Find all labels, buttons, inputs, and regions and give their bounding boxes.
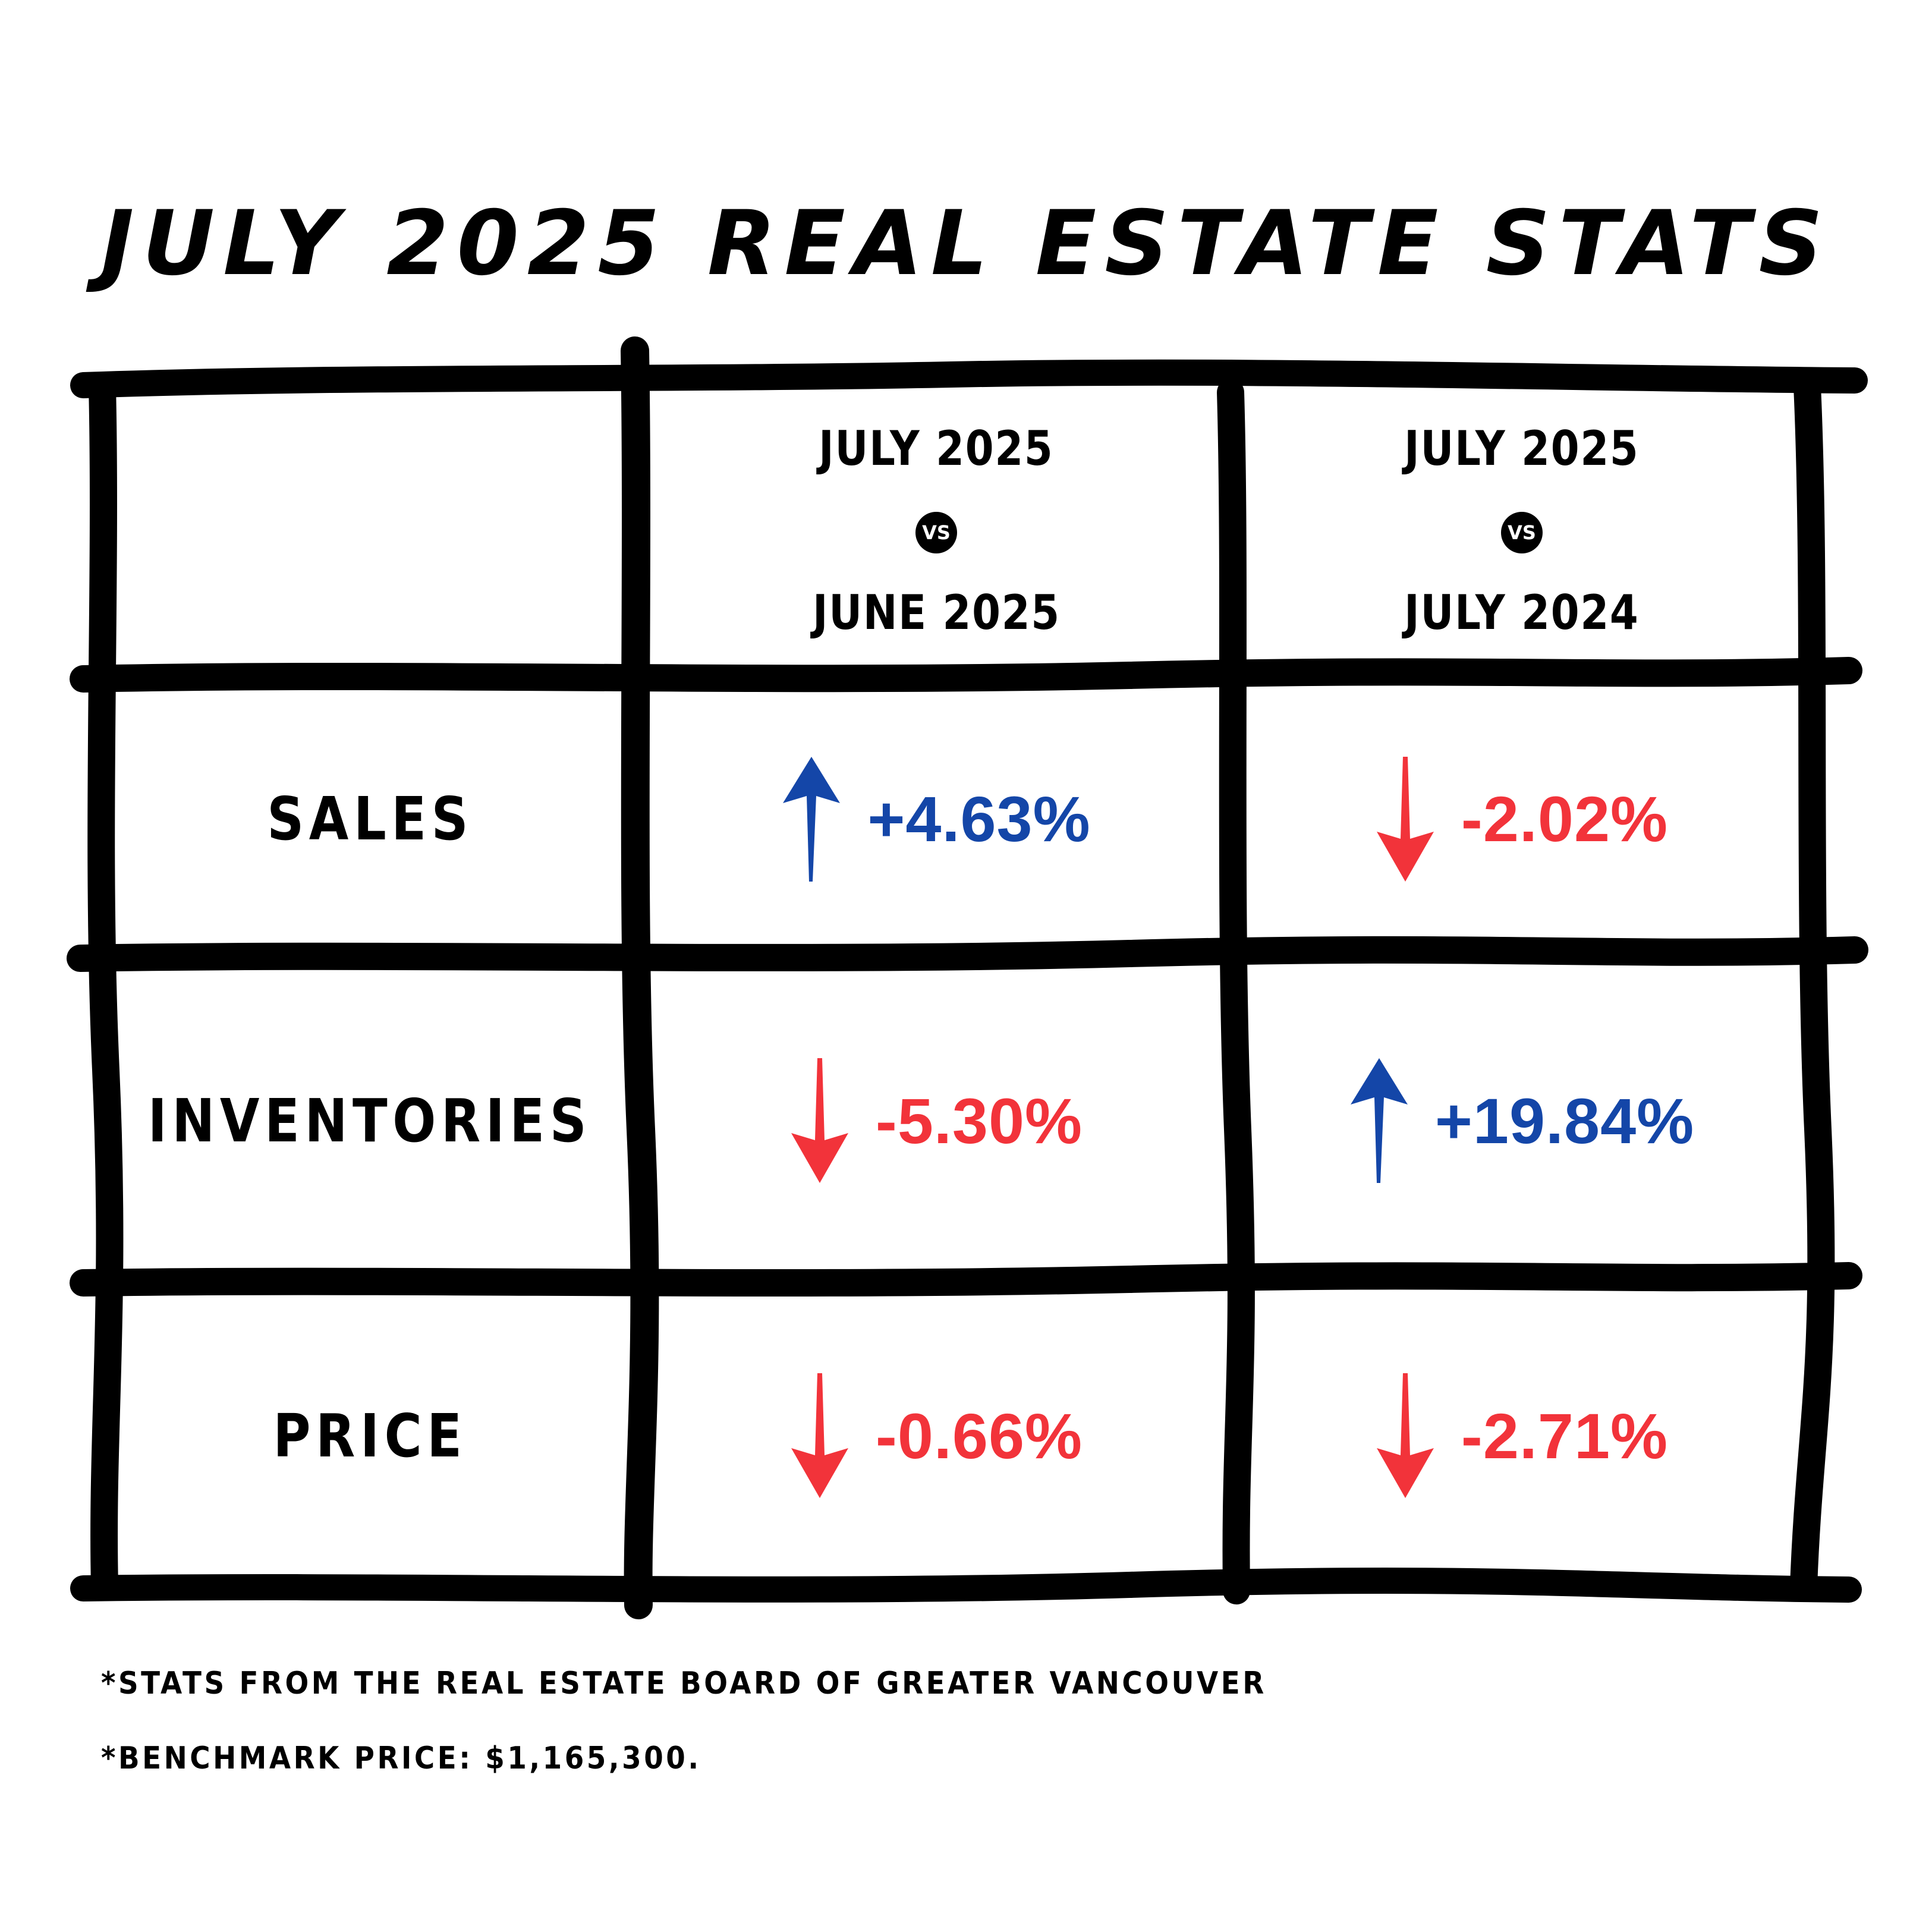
column-header-year-over-year: JULY 2025 VS JULY 2024 [1251,395,1792,666]
stat-cell-price-yoy: -2.71% [1251,1296,1792,1575]
vs-badge: VS [915,511,957,553]
arrow-up-shape [1350,1058,1408,1183]
stat-cell-sales-yoy: -2.02% [1251,693,1792,945]
stat-value: -2.71% [1461,1399,1669,1472]
stat-value: +19.84% [1434,1084,1695,1157]
row-label-cell-sales: SALES [119,693,621,945]
header-top-label: JULY 2025 [819,420,1054,476]
arrow-down-icon [1376,756,1434,882]
row-label-cell-price: PRICE [119,1296,621,1575]
arrow-down-shape [791,1373,848,1498]
grid-line-bottom [70,1568,1862,1603]
arrow-down-shape [1376,1373,1434,1498]
stat-value: +4.63% [867,783,1091,855]
footnote-source: *STATS FROM THE REAL ESTATE BOARD OF GRE… [101,1666,1267,1701]
grid-line-col-2 [1217,379,1255,1604]
stat-value: -0.66% [875,1399,1083,1472]
vs-badge: VS [1501,511,1543,553]
header-bottom-label: JUNE 2025 [812,584,1061,640]
arrow-down-icon [1376,1373,1434,1498]
stat-value-group: -5.30% [790,1058,1083,1183]
row-label-cell-inventories: INVENTORIES [119,972,621,1269]
stat-value-group: -2.71% [1376,1373,1668,1498]
stat-value: -5.30% [875,1084,1083,1157]
arrow-up-shape [783,756,841,882]
grid-line-sales-bottom [67,936,1868,972]
arrow-down-icon [791,1373,848,1498]
arrow-up-icon [783,756,841,882]
stat-value-group: -2.02% [1376,756,1669,882]
arrow-down-icon [791,1058,848,1183]
stat-cell-sales-mom: +4.63% [654,693,1219,945]
stat-value: -2.02% [1461,783,1669,855]
grid-line-col-1 [621,336,659,1619]
row-label: INVENTORIES [148,1085,592,1156]
stat-value-group: -0.66% [790,1373,1083,1498]
grid-line-left [87,373,124,1600]
stat-value-group: +4.63% [782,756,1091,882]
stat-cell-inventories-yoy: +19.84% [1251,972,1792,1269]
stat-cell-inventories-mom: -5.30% [654,972,1219,1269]
grid-line-inventories-bottom [70,1262,1862,1297]
header-top-label: JULY 2025 [1404,420,1640,476]
page-title: JULY 2025 REAL ESTATE STATS [100,192,1832,295]
row-label: SALES [267,784,473,854]
grid-line-header-bottom [70,657,1862,693]
stat-value-group: +19.84% [1349,1058,1694,1183]
stat-cell-price-mom: -0.66% [654,1296,1219,1575]
arrow-down-shape [791,1058,848,1183]
arrow-down-shape [1376,756,1434,882]
column-header-month-over-month: JULY 2025 VS JUNE 2025 [654,395,1219,666]
row-label: PRICE [273,1401,467,1471]
arrow-up-icon [1350,1058,1408,1183]
grid-line-top [70,359,1868,398]
grid-line-right [1790,373,1835,1600]
footnote-benchmark-price: *BENCHMARK PRICE: $1,165,300. [101,1741,701,1776]
header-bottom-label: JULY 2024 [1404,584,1640,640]
